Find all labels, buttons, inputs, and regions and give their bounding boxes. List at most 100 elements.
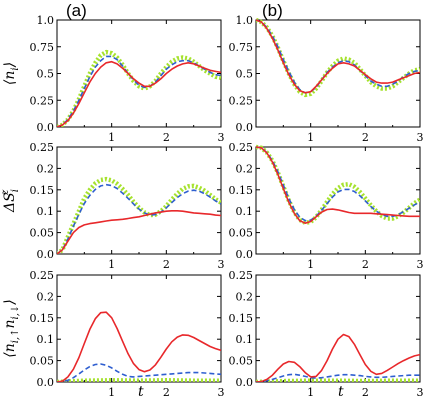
panel-tag-b: (b) <box>262 1 283 20</box>
y-tick-label: 0.1 <box>236 205 254 218</box>
x-tick-label: 2 <box>163 386 170 399</box>
series-line-2 <box>57 60 221 127</box>
y-tick-label: 0.0 <box>37 248 55 261</box>
series-group <box>57 49 221 127</box>
y-tick-label: 0.5 <box>236 68 254 81</box>
panel-r2-c0: 0.0 0.05 0.1 0.15 0.2 0.25 1 2 3 <box>30 269 225 399</box>
x-tick-label: 2 <box>163 258 170 271</box>
y-tick-label: 0.25 <box>229 141 254 154</box>
y-axis-label-part: i,↑ <box>10 329 21 344</box>
y-tick-label: 0.15 <box>229 184 254 197</box>
y-tick-label: 0.2 <box>37 290 55 303</box>
y-tick-label: 0.0 <box>236 248 254 261</box>
y-tick-label: 0.25 <box>229 94 254 107</box>
x-tick-label: 2 <box>362 386 369 399</box>
x-tick-label: 3 <box>218 386 225 399</box>
x-axis-label-a: t <box>138 384 144 400</box>
x-tick-label: 1 <box>108 258 115 271</box>
y-tick-label: 0.05 <box>30 227 55 240</box>
x-tick-label: 1 <box>307 258 314 271</box>
x-tick-label: 1 <box>307 131 314 144</box>
y-axis-label-part: ⟩ <box>2 62 18 68</box>
series-line-0 <box>256 17 420 98</box>
y-axis-label-row-2: ⟨ni,↑ni,↓⟩ <box>2 299 21 358</box>
y-axis-label-part: z <box>0 189 11 196</box>
y-axis-label-row-0: ⟨ni⟩ <box>2 62 21 85</box>
y-tick-label: 0.15 <box>30 184 55 197</box>
y-tick-label: 0.0 <box>236 121 254 134</box>
x-tick-label: 2 <box>163 131 170 144</box>
y-axis-label-part: i <box>10 67 21 70</box>
x-tick-label: 2 <box>362 131 369 144</box>
y-tick-label: 0.2 <box>236 162 254 175</box>
x-tick-label: 3 <box>417 386 424 399</box>
x-tick-label: 1 <box>108 386 115 399</box>
panel-r1-c1: 0.0 0.05 0.1 0.15 0.2 0.25 1 2 3 <box>229 141 424 271</box>
y-tick-label: 0.25 <box>30 94 55 107</box>
series-line-2 <box>57 210 221 254</box>
series-line-0 <box>57 49 221 127</box>
y-tick-label: 0.15 <box>229 312 254 325</box>
series-line-1 <box>256 19 420 94</box>
panel-r0-c1: 0.0 0.25 0.5 0.75 1.0 1 2 3 <box>229 14 424 144</box>
y-axis-label-part: ⟨n <box>2 343 18 357</box>
series-line-0 <box>256 378 420 382</box>
x-tick-label: 3 <box>417 131 424 144</box>
series-group <box>57 176 221 254</box>
y-tick-label: 0.2 <box>37 162 55 175</box>
y-tick-label: 0.05 <box>30 355 55 368</box>
y-axis-label-part: i <box>10 189 21 192</box>
y-tick-label: 0.05 <box>229 227 254 240</box>
y-tick-label: 0.5 <box>37 68 55 81</box>
series-group <box>256 17 420 98</box>
y-tick-label: 0.05 <box>229 355 254 368</box>
series-line-0 <box>57 176 221 254</box>
y-tick-label: 0.0 <box>37 121 55 134</box>
series-line-1 <box>256 373 420 382</box>
y-axis-label-part: ⟩ <box>2 299 18 305</box>
series-group <box>57 311 221 382</box>
figure-labels: (a) (b) t t ⟨ni⟩ΔSiz⟨ni,↑ni,↓⟩ <box>0 1 344 400</box>
y-tick-label: 0.25 <box>30 269 55 282</box>
panel-frame <box>56 19 222 128</box>
panel-grid: 0.0 0.25 0.5 0.75 1.0 1 2 3 0.0 0.25 0.5 0.75 1.0 1 2 3… <box>30 14 424 399</box>
y-tick-label: 1.0 <box>37 14 55 27</box>
y-tick-label: 0.2 <box>236 290 254 303</box>
panel-frame <box>255 146 421 255</box>
y-axis-label-part: ΔS <box>2 192 18 213</box>
y-tick-label: 0.1 <box>236 333 254 346</box>
x-tick-label: 1 <box>307 386 314 399</box>
series-group <box>256 144 420 226</box>
y-tick-label: 0.25 <box>229 269 254 282</box>
x-tick-label: 1 <box>108 131 115 144</box>
series-line-2 <box>57 311 221 382</box>
series-line-2 <box>256 19 420 94</box>
series-line-1 <box>57 55 221 127</box>
y-axis-label-part: n <box>2 319 18 328</box>
y-axis-label-part: i,↓ <box>10 305 21 320</box>
y-tick-label: 1.0 <box>236 14 254 27</box>
x-tick-label: 3 <box>218 258 225 271</box>
x-tick-label: 2 <box>362 258 369 271</box>
x-tick-label: 3 <box>417 258 424 271</box>
panel-r0-c0: 0.0 0.25 0.5 0.75 1.0 1 2 3 <box>30 14 225 144</box>
y-tick-label: 0.75 <box>229 41 254 54</box>
panel-frame <box>56 146 222 255</box>
series-line-0 <box>57 378 221 382</box>
x-tick-label: 3 <box>218 131 225 144</box>
panel-r1-c0: 0.0 0.05 0.1 0.15 0.2 0.25 1 2 3 <box>30 141 225 271</box>
series-line-1 <box>57 363 221 382</box>
panel-tag-a: (a) <box>66 1 87 20</box>
y-tick-label: 0.1 <box>37 333 55 346</box>
y-tick-label: 0.25 <box>30 141 55 154</box>
y-tick-label: 0.15 <box>30 312 55 325</box>
series-group <box>256 333 420 382</box>
series-line-0 <box>256 144 420 226</box>
panel-frame <box>255 19 421 128</box>
series-line-2 <box>256 146 420 224</box>
y-tick-label: 0.0 <box>236 376 254 389</box>
series-line-2 <box>256 333 420 382</box>
y-tick-label: 0.75 <box>30 41 55 54</box>
panel-r2-c1: 0.0 0.05 0.1 0.15 0.2 0.25 1 2 3 <box>229 269 424 399</box>
